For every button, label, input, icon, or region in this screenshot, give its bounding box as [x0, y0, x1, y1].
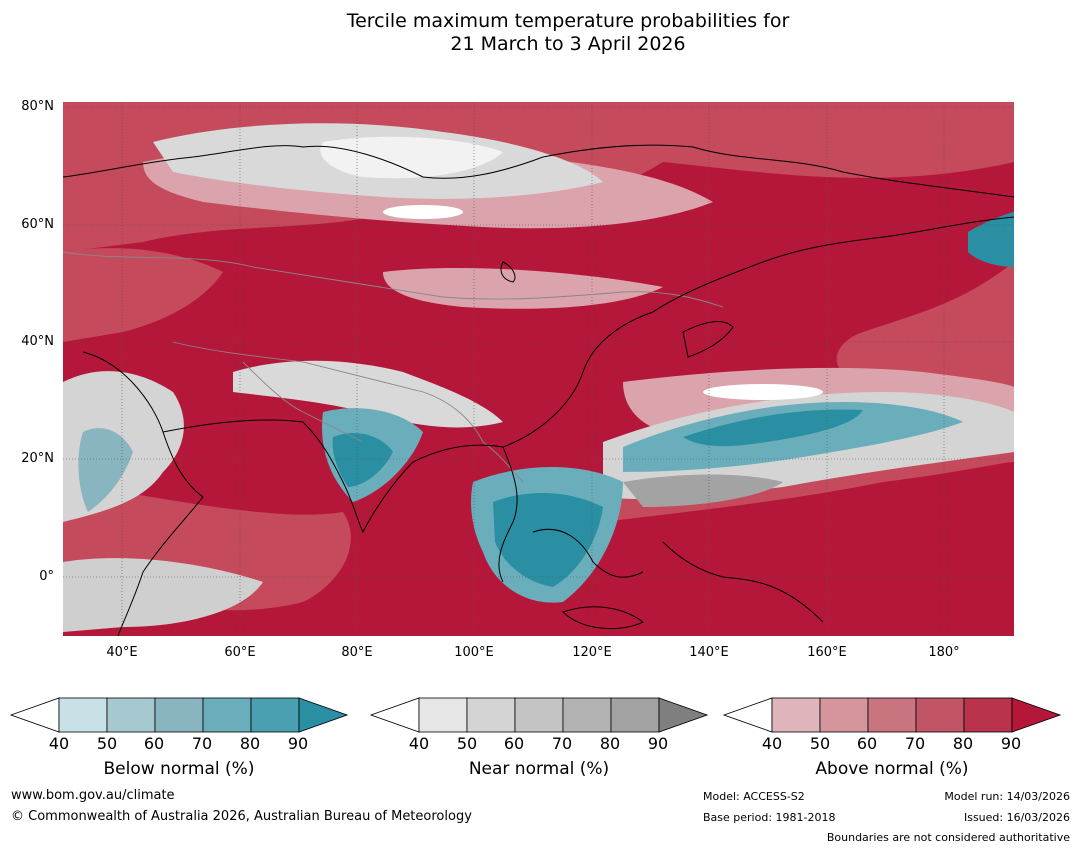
region-white-arctic — [383, 205, 463, 219]
colorbar-below-title: Below normal (%) — [103, 759, 255, 779]
region-below-pacific-core — [683, 409, 863, 447]
lon-label-60e: 60°E — [224, 645, 256, 660]
tick: 70 — [904, 734, 926, 753]
tick: 70 — [551, 734, 573, 753]
colorbar-above — [723, 697, 1061, 733]
colorbar-extend-high — [658, 697, 708, 733]
lat-label-40n: 40°N — [21, 334, 54, 349]
tick: 80 — [239, 734, 261, 753]
tick: 70 — [191, 734, 213, 753]
colorbar-segment — [963, 697, 1013, 733]
colorbar-segment — [562, 697, 612, 733]
region-near-dark-pacific — [623, 474, 783, 507]
model-text: Model: ACCESS-S2 — [703, 790, 805, 803]
colorbar-segment — [771, 697, 821, 733]
lon-label-160e: 160°E — [807, 645, 847, 660]
colorbar-extend-high — [1011, 697, 1061, 733]
probability-map — [63, 102, 1014, 636]
coastlines — [63, 144, 1014, 636]
colorbar-segment — [610, 697, 660, 733]
lat-label-0: 0° — [39, 569, 54, 584]
colorbar-below — [10, 697, 348, 733]
lon-label-180: 180° — [928, 645, 960, 660]
colorbar-segment — [418, 697, 468, 733]
colorbar-extend-high — [298, 697, 348, 733]
tick: 60 — [143, 734, 165, 753]
region-above-mid-west — [63, 248, 223, 342]
disclaimer-text: Boundaries are not considered authoritat… — [826, 831, 1070, 844]
colorbar-segment — [867, 697, 917, 733]
colorbar-segment — [202, 697, 252, 733]
colorbar-near-title: Near normal (%) — [468, 759, 610, 779]
tick: 40 — [48, 734, 70, 753]
region-above-light-central — [383, 267, 663, 309]
region-near-himalaya — [233, 360, 503, 428]
region-below-scs-core — [493, 492, 603, 587]
title-line-2: 21 March to 3 April 2026 — [450, 33, 686, 55]
tick: 90 — [287, 734, 309, 753]
colorbar-segment — [466, 697, 516, 733]
colorbar-segment — [250, 697, 300, 733]
lat-label-20n: 20°N — [21, 451, 54, 466]
region-below-kamchatka — [968, 212, 1014, 267]
tick: 80 — [952, 734, 974, 753]
region-below-redsea — [78, 428, 133, 512]
colorbar-extend-low — [370, 697, 420, 733]
lon-label-120e: 120°E — [572, 645, 612, 660]
lon-label-100e: 100°E — [454, 645, 494, 660]
region-near-africa — [63, 558, 263, 632]
tick: 40 — [761, 734, 783, 753]
colorbar-segment — [58, 697, 108, 733]
lon-label-40e: 40°E — [106, 645, 138, 660]
colorbar-segment — [819, 697, 869, 733]
chart-title: Tercile maximum temperature probabilitie… — [0, 10, 1081, 56]
website-link[interactable]: www.bom.gov.au/climate — [11, 788, 175, 803]
region-near-siberia-white — [320, 136, 503, 179]
tick: 90 — [1000, 734, 1022, 753]
colorbar-extend-low — [10, 697, 60, 733]
region-above-mid-east — [836, 262, 1014, 402]
colorbar-above-title: Above normal (%) — [815, 759, 969, 779]
issued-text: Issued: 16/03/2026 — [963, 811, 1070, 824]
copyright-text: © Commonwealth of Australia 2026, Austra… — [11, 809, 472, 824]
colorbar-segment — [154, 697, 204, 733]
map-svg — [63, 102, 1014, 636]
tick: 90 — [647, 734, 669, 753]
colorbar-segment — [514, 697, 564, 733]
title-line-1: Tercile maximum temperature probabilitie… — [346, 10, 790, 32]
colorbar-near — [370, 697, 708, 733]
tick: 60 — [856, 734, 878, 753]
tick: 50 — [96, 734, 118, 753]
tick: 50 — [809, 734, 831, 753]
lat-label-60n: 60°N — [21, 217, 54, 232]
graticule — [63, 102, 1014, 636]
tick: 40 — [408, 734, 430, 753]
lat-label-80n: 80°N — [21, 99, 54, 114]
base-period-text: Base period: 1981-2018 — [703, 811, 836, 824]
region-below-india-core — [332, 432, 393, 487]
model-run-text: Model run: 14/03/2026 — [944, 790, 1070, 803]
colorbar-extend-low — [723, 697, 773, 733]
colorbar-segment — [915, 697, 965, 733]
lon-label-80e: 80°E — [341, 645, 373, 660]
lon-label-140e: 140°E — [689, 645, 729, 660]
region-white-pacific — [703, 384, 823, 400]
tick: 80 — [599, 734, 621, 753]
colorbar-segment — [106, 697, 156, 733]
tick: 50 — [456, 734, 478, 753]
tick: 60 — [503, 734, 525, 753]
